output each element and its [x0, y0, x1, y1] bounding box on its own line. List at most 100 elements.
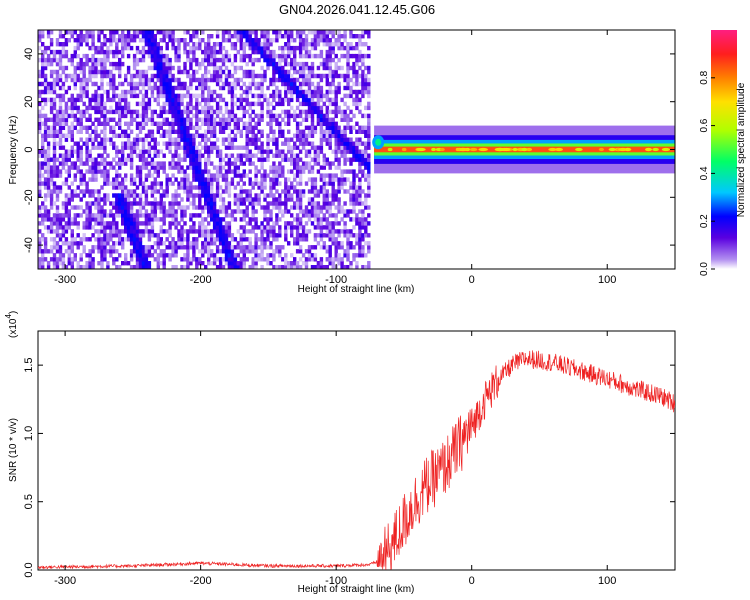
heatmap-cell [358, 49, 362, 55]
heatmap-cell [215, 225, 220, 230]
heatmap-cell [218, 221, 223, 226]
heatmap-cell [46, 185, 51, 190]
heatmap-cell [304, 49, 309, 55]
heatmap-cell [325, 257, 329, 262]
heatmap-cell [248, 89, 252, 95]
heatmap-cell [112, 97, 116, 103]
heatmap-cell [153, 149, 157, 154]
heatmap-cell [61, 253, 66, 258]
heatmap-cell [195, 77, 199, 83]
heatmap-cell [85, 42, 89, 47]
heatmap-cell [85, 38, 89, 43]
heatmap-cell [218, 265, 223, 269]
heatmap-cell [58, 109, 63, 115]
heatmap-cell [88, 253, 92, 258]
heatmap-cell [343, 34, 347, 39]
heatmap-cell [319, 121, 324, 126]
heatmap-cell [304, 61, 309, 67]
heatmap-cell [290, 261, 294, 266]
heatmap-cell [124, 34, 128, 39]
heatmap-cell [180, 205, 184, 210]
heatmap-cell [301, 237, 306, 242]
heatmap-cell [177, 161, 181, 166]
heatmap-cell [346, 65, 350, 71]
heatmap-cell [251, 217, 255, 222]
heatmap-cell [239, 133, 243, 138]
heatmap-cell [171, 97, 175, 103]
heatmap-cell [97, 249, 101, 254]
heatmap-cell [49, 169, 54, 174]
heatmap-cell [328, 165, 332, 170]
heatmap-cell [91, 189, 95, 194]
heatmap-cell [192, 57, 196, 63]
heatmap-cell [343, 229, 347, 234]
heatmap-cell [364, 81, 368, 87]
heatmap-cell [70, 145, 74, 150]
heatmap-cell [340, 257, 344, 262]
heatmap-cell [248, 153, 252, 158]
heatmap-cell [76, 261, 80, 266]
heatmap-cell [118, 213, 122, 218]
heatmap-cell [245, 73, 249, 79]
heatmap-cell [266, 109, 270, 115]
heatmap-cell [361, 233, 365, 238]
heatmap-cell [129, 225, 134, 230]
heatmap-cell [212, 193, 217, 198]
heatmap-cell [121, 241, 125, 246]
heatmap-cell [331, 201, 335, 206]
heatmap-cell [171, 253, 175, 258]
heatmap-cell [79, 121, 83, 126]
heatmap-cell [174, 145, 178, 150]
heatmap-cell [284, 141, 288, 146]
heatmap-cell [124, 38, 128, 43]
heatmap-cell [367, 129, 371, 134]
heatmap-cell [192, 137, 196, 142]
heatmap-cell [230, 257, 235, 262]
heatmap-cell [269, 38, 273, 43]
heatmap-cell [215, 185, 220, 190]
heatmap-cell [138, 205, 143, 210]
heatmap-cell [91, 129, 95, 134]
heatmap-cell [266, 45, 270, 51]
heatmap-cell [192, 73, 196, 79]
heatmap-cell [272, 185, 276, 190]
heatmap-cell [352, 141, 356, 146]
heatmap-cell [325, 197, 329, 202]
heatmap-cell [195, 117, 199, 122]
heatmap-cell [94, 145, 98, 150]
heatmap-cell [153, 153, 157, 158]
heatmap-cell [82, 189, 86, 194]
heatmap-cell [183, 189, 187, 194]
heatmap-cell [138, 229, 143, 234]
heatmap-cell [337, 129, 341, 134]
heatmap-cell [165, 173, 169, 178]
heatmap-cell [38, 109, 42, 115]
heatmap-cell [355, 42, 359, 47]
heatmap-cell [290, 57, 294, 63]
heatmap-cell [186, 73, 190, 79]
heatmap-cell [298, 245, 303, 250]
heatmap-cell [171, 201, 175, 206]
heatmap-cell [165, 213, 169, 218]
heatmap-cell [156, 205, 160, 210]
heatmap-cell [257, 121, 261, 126]
heatmap-cell [298, 265, 303, 269]
heatmap-cell [97, 221, 101, 226]
heatmap-cell [337, 177, 341, 182]
heatmap-cell [322, 165, 326, 170]
heatmap-cell [215, 49, 220, 55]
heatmap-cell [224, 245, 229, 250]
heatmap-cell [38, 89, 42, 95]
heatmap-cell [103, 61, 107, 67]
heatmap-cell [70, 237, 74, 242]
heatmap-cell [304, 77, 309, 83]
heatmap-cell [109, 73, 113, 79]
heatmap-cell [307, 105, 312, 111]
heatmap-cell [141, 245, 146, 250]
heatmap-cell [165, 117, 169, 122]
heatmap-cell [358, 209, 362, 214]
heatmap-cell [287, 261, 291, 266]
heatmap-cell [236, 209, 240, 214]
heatmap-cell [115, 241, 119, 246]
heatmap-cell [97, 30, 101, 35]
